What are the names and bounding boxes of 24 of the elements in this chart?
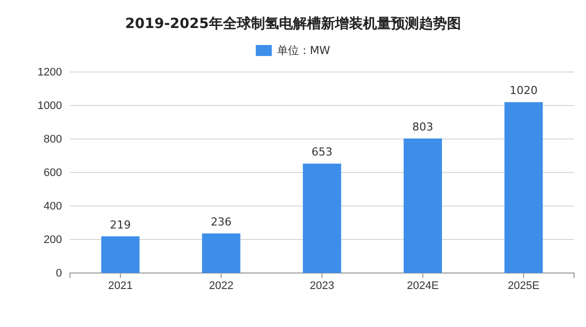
y-tick-label: 600 xyxy=(44,167,62,180)
data-label: 653 xyxy=(312,146,332,159)
y-tick-label: 800 xyxy=(44,134,62,146)
bar xyxy=(504,102,543,273)
bar xyxy=(101,236,140,273)
x-tick-label: 2021 xyxy=(108,280,133,292)
y-tick-label: 200 xyxy=(44,234,62,246)
x-tick-label: 2024E xyxy=(406,280,439,292)
data-label: 803 xyxy=(412,120,434,134)
data-label: 1020 xyxy=(510,84,538,98)
y-tick-label: 1200 xyxy=(38,66,62,79)
y-tick-label: 1000 xyxy=(38,100,62,112)
y-tick-label: 400 xyxy=(44,200,62,213)
bar xyxy=(404,138,442,273)
data-label: 236 xyxy=(210,215,232,228)
legend-label: 单位：MW xyxy=(276,44,330,57)
x-tick-label: 2023 xyxy=(310,280,334,292)
chart-title: 2019-2025年全球制氢电解槽新增装机量预测趋势图 xyxy=(125,15,461,32)
bar xyxy=(202,233,240,273)
x-tick-label: 2025E xyxy=(508,280,540,292)
bar xyxy=(302,164,342,273)
data-label: 219 xyxy=(110,218,131,232)
x-tick-label: 2022 xyxy=(208,280,234,292)
y-tick-label: 0 xyxy=(56,268,62,280)
